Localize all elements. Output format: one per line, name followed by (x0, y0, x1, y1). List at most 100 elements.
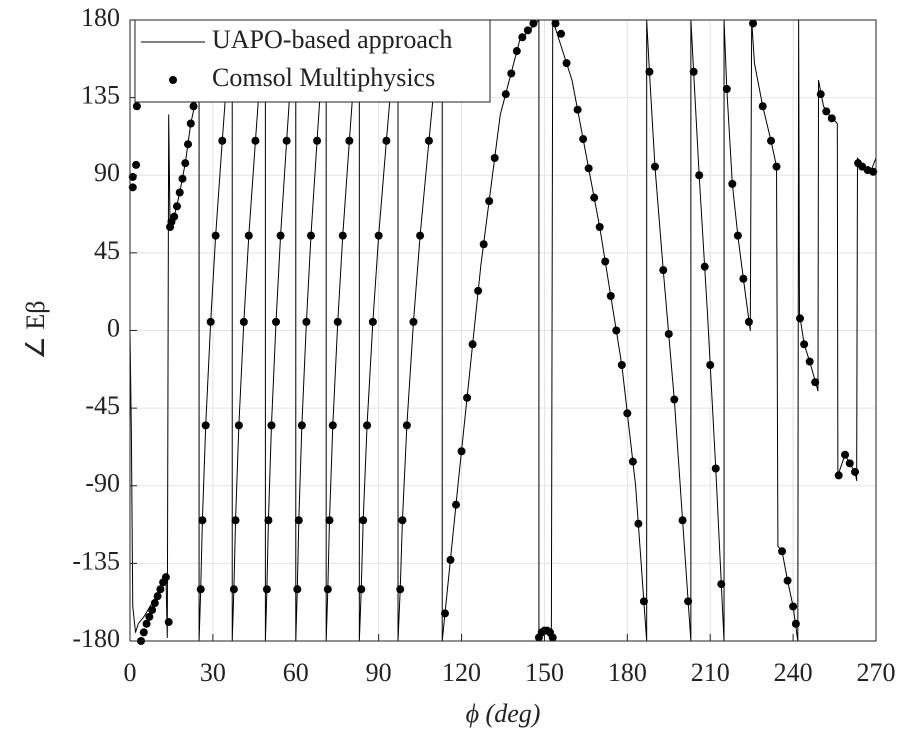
data-point (612, 326, 621, 335)
data-point (306, 231, 315, 240)
data-point (479, 240, 488, 249)
data-point (512, 47, 521, 56)
data-point (800, 340, 809, 349)
data-point (244, 231, 253, 240)
data-point (684, 597, 693, 606)
data-point (562, 59, 571, 68)
data-line (129, 19, 877, 642)
data-point (416, 231, 425, 240)
data-point (474, 286, 483, 295)
data-point (728, 179, 737, 188)
data-point (251, 136, 260, 145)
data-point (758, 102, 767, 111)
data-point (218, 136, 227, 145)
ticks: 0 30 60 90 120 150 180 210 240 270 -180 -135 -90 -45 0… (72, 3, 895, 687)
data-point (145, 612, 154, 621)
data-point (189, 102, 198, 111)
data-point (463, 393, 472, 402)
data-point (590, 193, 599, 202)
x-tick-label: 0 (124, 658, 137, 687)
data-point (181, 159, 190, 168)
data-point (186, 119, 195, 128)
data-point (749, 19, 758, 28)
data-point (382, 136, 391, 145)
data-point (664, 329, 673, 338)
data-point (811, 378, 820, 387)
data-point (529, 19, 538, 28)
x-axis-label: ϕ (deg) (466, 699, 541, 728)
data-point (139, 628, 148, 637)
data-point (333, 317, 342, 326)
x-tick-label: 90 (366, 658, 392, 687)
data-point (161, 573, 170, 582)
data-point (670, 395, 679, 404)
data-point (772, 162, 781, 171)
data-point (822, 107, 831, 116)
data-point (805, 357, 814, 366)
data-point (617, 361, 626, 369)
legend: UAPO-based approach Comsol Multiphysics (134, 19, 491, 103)
data-point (234, 421, 243, 430)
data-point (328, 421, 337, 430)
x-tick-label: 60 (283, 658, 309, 687)
data-point (601, 257, 610, 266)
data-point (359, 516, 368, 525)
data-point (282, 136, 291, 145)
y-tick-label: 180 (81, 3, 120, 32)
data-point (302, 317, 311, 326)
data-point (402, 421, 411, 430)
legend-box (134, 19, 491, 103)
y-tick-label: 135 (81, 81, 120, 110)
data-point (722, 85, 731, 93)
data-point (262, 585, 271, 594)
x-tick-label: 180 (608, 658, 647, 687)
data-point (606, 292, 615, 300)
data-point (783, 576, 792, 585)
data-point (579, 135, 588, 144)
data-point (211, 231, 220, 240)
y-tick-label: 0 (107, 313, 120, 342)
data-point (150, 599, 159, 608)
data-point (457, 447, 466, 456)
y-tick-label: -180 (72, 624, 120, 653)
data-point (132, 102, 141, 111)
data-point (700, 262, 709, 271)
data-point (170, 212, 179, 221)
data-point (148, 605, 157, 614)
data-point (518, 33, 527, 42)
data-point (706, 361, 715, 369)
data-point (409, 317, 418, 326)
data-point (178, 174, 187, 183)
data-point (424, 136, 433, 145)
data-point (778, 547, 787, 556)
data-point (490, 154, 499, 162)
x-tick-label: 120 (442, 658, 481, 687)
data-point (695, 171, 704, 180)
data-point (501, 90, 510, 99)
data-point (297, 421, 306, 430)
data-point (313, 136, 322, 145)
data-point (634, 519, 643, 528)
data-point (717, 580, 726, 589)
data-point (523, 26, 532, 35)
y-tick-label: -135 (72, 546, 120, 575)
data-point (816, 90, 825, 99)
data-point (374, 231, 383, 240)
data-point (323, 585, 332, 594)
data-point (639, 597, 648, 606)
data-point (689, 67, 698, 76)
data-point (507, 69, 516, 78)
data-point (791, 619, 800, 628)
y-axis-label: ∠ Eβ (21, 301, 50, 360)
data-point (396, 585, 405, 594)
data-point (623, 409, 632, 418)
data-point (573, 105, 582, 114)
data-point (338, 231, 347, 240)
x-tick-label: 210 (691, 658, 730, 687)
data-point (201, 421, 210, 430)
data-point (440, 609, 449, 618)
data-point (557, 29, 566, 38)
data-point (650, 162, 659, 171)
data-point (398, 516, 407, 525)
